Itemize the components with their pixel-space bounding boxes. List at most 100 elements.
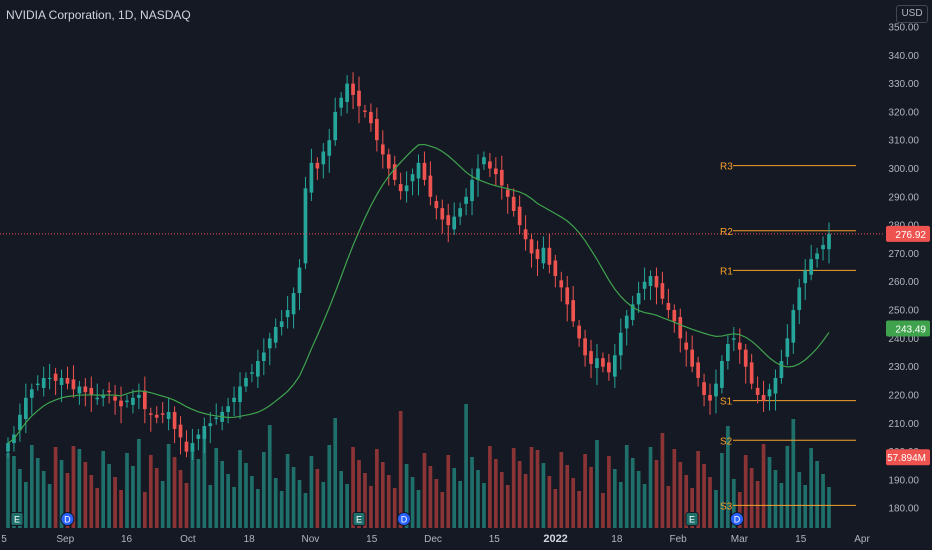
volume-bar bbox=[35, 458, 40, 528]
volume-bar bbox=[571, 478, 576, 528]
price-tick-label: 190.00 bbox=[888, 475, 919, 486]
candle-body bbox=[131, 397, 135, 405]
volume-bars bbox=[6, 404, 831, 528]
volume-bar bbox=[541, 463, 546, 528]
candle-body bbox=[690, 349, 695, 367]
volume-bar bbox=[131, 466, 135, 528]
candle-body bbox=[53, 373, 58, 381]
price-tick-label: 250.00 bbox=[888, 306, 919, 317]
candle-body bbox=[464, 196, 468, 204]
marker-label: D bbox=[401, 515, 408, 525]
price-tick-label: 220.00 bbox=[888, 390, 919, 401]
candle-body bbox=[107, 390, 111, 393]
candle-body bbox=[160, 413, 165, 415]
volume-bar bbox=[612, 469, 617, 528]
candle-body bbox=[541, 247, 546, 264]
candle-body bbox=[618, 332, 623, 356]
time-tick-label: 2022 bbox=[543, 533, 567, 545]
volume-bar bbox=[440, 492, 445, 528]
candle-body bbox=[178, 424, 183, 438]
candle-body bbox=[71, 379, 76, 390]
candle-body bbox=[339, 97, 344, 108]
time-tick-label: 16 bbox=[121, 534, 133, 545]
candle-body bbox=[315, 162, 320, 169]
candle-body bbox=[261, 352, 266, 361]
candle-body bbox=[375, 118, 379, 141]
volume-bar bbox=[464, 404, 468, 528]
volume-bar bbox=[29, 445, 34, 528]
candle-body bbox=[493, 168, 498, 175]
volume-bar bbox=[273, 478, 278, 528]
candle-body bbox=[380, 144, 385, 155]
candle-body bbox=[410, 174, 415, 182]
volume-bar bbox=[357, 460, 361, 528]
volume-bar bbox=[482, 483, 486, 528]
dividend-marker bbox=[730, 512, 744, 526]
volume-bar bbox=[791, 419, 796, 528]
candle-body bbox=[154, 414, 159, 418]
volume-bar bbox=[220, 461, 225, 528]
volume-bar bbox=[648, 447, 653, 528]
volume-bar bbox=[523, 474, 528, 528]
volume-bar bbox=[565, 465, 570, 528]
volume-bar bbox=[53, 447, 58, 528]
volume-bar bbox=[821, 474, 825, 528]
volume-bar bbox=[232, 487, 236, 528]
price-tick-label: 180.00 bbox=[888, 504, 919, 515]
candle-body bbox=[321, 151, 326, 165]
volume-bar bbox=[380, 462, 385, 528]
volume-bar bbox=[577, 491, 581, 528]
candle-body bbox=[488, 161, 492, 169]
volume-bar bbox=[71, 446, 76, 528]
volume-bar bbox=[333, 418, 338, 528]
candle-body bbox=[547, 247, 552, 265]
candle-body bbox=[24, 397, 28, 420]
candle-body bbox=[327, 140, 332, 156]
volume-bar bbox=[363, 473, 367, 528]
volume-bar bbox=[511, 448, 516, 528]
currency-button[interactable]: USD bbox=[896, 5, 928, 23]
candle-body bbox=[505, 189, 510, 197]
time-tick-label: 18 bbox=[611, 534, 623, 545]
volume-bar bbox=[261, 452, 266, 528]
volume-bar bbox=[761, 444, 766, 528]
candle-body bbox=[577, 325, 581, 339]
price-tick-label: 330.00 bbox=[888, 79, 919, 90]
volume-bar bbox=[446, 455, 451, 528]
volume-bar bbox=[77, 449, 82, 528]
candle-body bbox=[791, 310, 796, 343]
volume-bar bbox=[678, 462, 683, 528]
volume-bar bbox=[654, 460, 659, 528]
last-price-badge-text: 276.92 bbox=[895, 230, 926, 241]
time-tick-label: 5 bbox=[1, 534, 7, 545]
time-axis[interactable]: 5 Sep 16 Oct 18 Nov 15 Dec 15 2022 18 Feb Mar 15 Apr bbox=[1, 533, 870, 545]
earnings-marker bbox=[352, 512, 366, 526]
volume-bar bbox=[672, 449, 677, 528]
volume-bar bbox=[690, 488, 695, 528]
volume-bar bbox=[630, 458, 635, 528]
candle-body bbox=[458, 208, 462, 217]
volume-bar bbox=[303, 493, 308, 528]
candle-body bbox=[440, 208, 445, 220]
volume-bar bbox=[309, 456, 314, 528]
volume-bar bbox=[607, 456, 611, 528]
candle-body bbox=[672, 310, 677, 322]
volume-bar bbox=[505, 485, 510, 528]
volume-bar bbox=[595, 440, 599, 528]
volume-bar bbox=[702, 464, 706, 528]
candle-body bbox=[101, 394, 106, 398]
volume-bar bbox=[226, 474, 230, 528]
candle-body bbox=[59, 377, 64, 386]
price-tick-label: 260.00 bbox=[888, 277, 919, 288]
volume-bar bbox=[470, 457, 474, 528]
candle-body bbox=[77, 386, 82, 394]
volume-bar bbox=[660, 433, 665, 528]
volume-bar bbox=[142, 492, 147, 528]
volume-bar bbox=[89, 475, 94, 528]
volume-bar bbox=[755, 481, 760, 528]
volume-bar bbox=[267, 425, 272, 528]
candle-body bbox=[190, 443, 195, 452]
volume-bar bbox=[190, 446, 195, 528]
candle-body bbox=[291, 293, 296, 315]
